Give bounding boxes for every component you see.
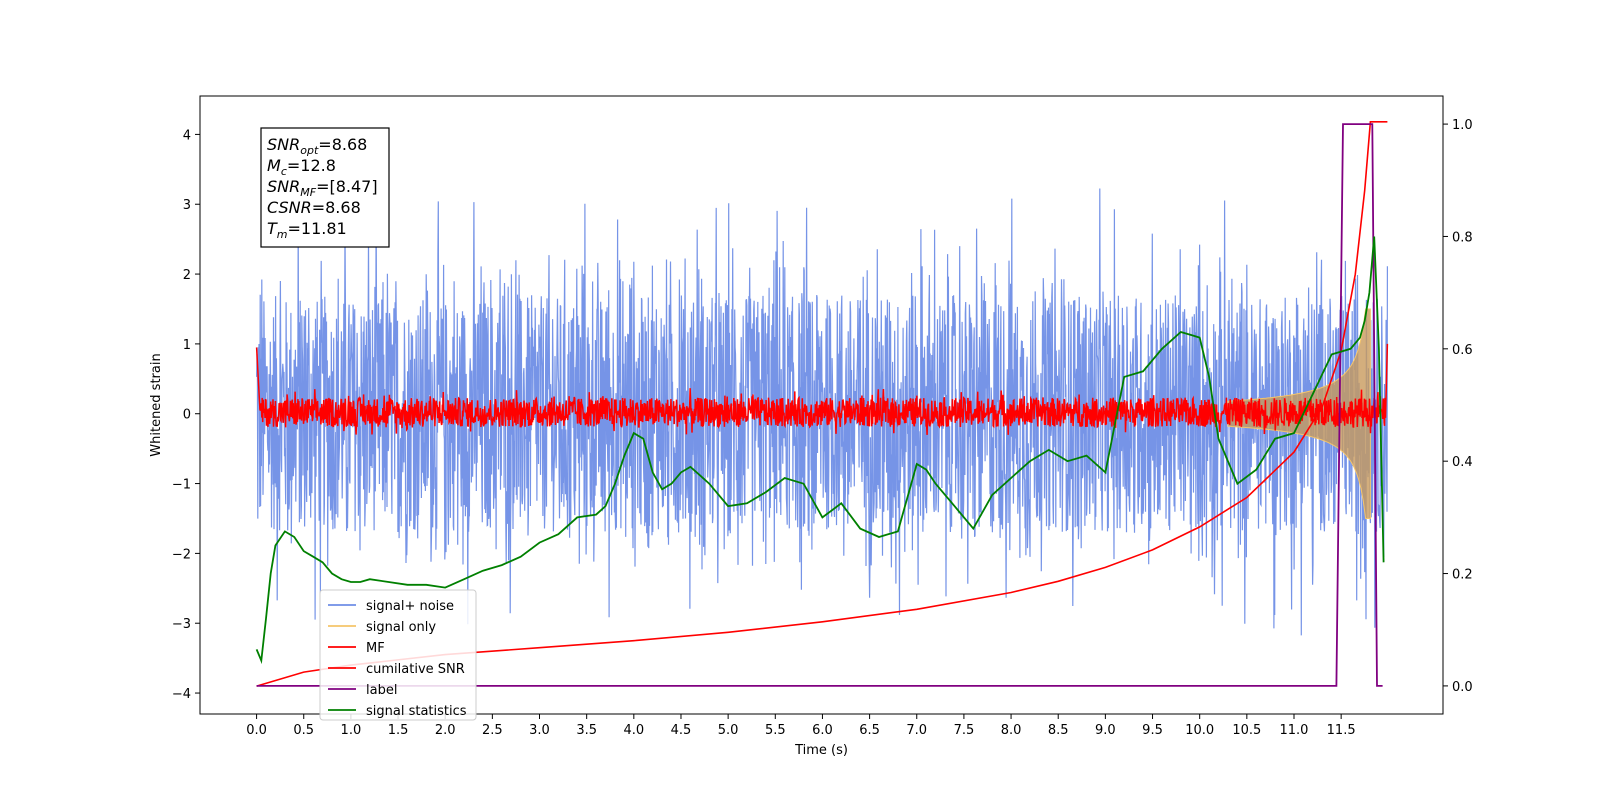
annotation-line: SNRopt=8.68	[267, 135, 367, 157]
x-tick-label: 7.0	[906, 723, 927, 738]
y-axis-label: Whitened strain	[149, 353, 164, 456]
x-tick-label: 11.0	[1280, 723, 1309, 738]
legend-label: signal+ noise	[366, 599, 454, 614]
x-tick-label: 2.0	[435, 723, 456, 738]
x-axis: 0.0 0.5 1.0 1.5 2.0 2.5 3.0 3.5 4.0 4.5 5.0 5.5 6.0 6…	[246, 714, 1356, 738]
x-tick-label: 9.5	[1142, 723, 1163, 738]
series-mf	[255, 343, 1389, 435]
y2-tick-label: 0.8	[1452, 230, 1473, 245]
y-tick-label: −4	[172, 687, 191, 702]
annotation-line: Mc=12.8	[267, 156, 336, 178]
y2-tick-label: 0.4	[1452, 455, 1473, 470]
legend-label: MF	[366, 641, 385, 656]
series-cumulative-snr	[256, 121, 1388, 687]
x-tick-label: 4.5	[671, 723, 692, 738]
y-tick-label: −2	[172, 547, 191, 562]
series-signal-noise	[256, 188, 1388, 636]
y2-tick-label: 1.0	[1452, 118, 1473, 133]
y2-tick-label: 0.0	[1452, 680, 1473, 695]
y-axis-left: −4 −3 −2 −1 0 1 2 3 4	[172, 128, 200, 702]
y-tick-label: 4	[183, 128, 191, 143]
y2-tick-label: 0.6	[1452, 343, 1473, 358]
x-tick-label: 8.0	[1001, 723, 1022, 738]
legend: signal+ noise signal only MF cumilative SNR…	[319, 589, 477, 721]
annotation-line: CSNR=8.68	[267, 198, 361, 217]
x-tick-label: 0.5	[293, 723, 314, 738]
y-tick-label: −1	[172, 478, 191, 493]
x-tick-label: 11.5	[1327, 723, 1356, 738]
x-tick-label: 5.0	[718, 723, 739, 738]
legend-label: cumilative SNR	[366, 662, 465, 677]
legend-frame	[319, 589, 477, 721]
y-tick-label: −3	[172, 617, 191, 632]
legend-label: label	[366, 683, 397, 698]
x-tick-label: 3.0	[529, 723, 550, 738]
x-tick-label: 5.5	[765, 723, 786, 738]
x-tick-label: 7.5	[954, 723, 975, 738]
x-tick-label: 10.5	[1232, 723, 1261, 738]
y-tick-label: 2	[183, 268, 191, 283]
x-tick-label: 1.0	[341, 723, 362, 738]
annotation-line: Tm=11.81	[267, 219, 347, 241]
annotation-frame	[260, 127, 390, 248]
y-axis-right: 0.0 0.2 0.4 0.6 0.8 1.0	[1443, 118, 1473, 695]
x-tick-label: 6.0	[812, 723, 833, 738]
x-tick-label: 3.5	[576, 723, 597, 738]
series-signal-statistics	[255, 236, 1385, 665]
annotation-line: SNRMF=[8.47]	[267, 177, 378, 199]
y-tick-label: 1	[183, 338, 191, 353]
y-tick-label: 3	[183, 198, 191, 213]
legend-label: signal only	[366, 620, 436, 635]
x-tick-label: 4.0	[623, 723, 644, 738]
x-tick-label: 9.0	[1095, 723, 1116, 738]
legend-label: signal statistics	[366, 704, 467, 719]
x-tick-label: 8.5	[1048, 723, 1069, 738]
x-axis-label: Time (s)	[794, 743, 848, 758]
series-layer	[255, 121, 1389, 687]
x-tick-label: 1.5	[388, 723, 409, 738]
x-tick-label: 0.0	[246, 723, 267, 738]
series-label	[256, 123, 1383, 687]
x-tick-label: 6.5	[859, 723, 880, 738]
y2-tick-label: 0.2	[1452, 568, 1473, 583]
plot-frame	[199, 95, 1444, 715]
x-tick-label: 2.5	[482, 723, 503, 738]
y-tick-label: 0	[183, 408, 191, 423]
x-tick-label: 10.0	[1185, 723, 1214, 738]
